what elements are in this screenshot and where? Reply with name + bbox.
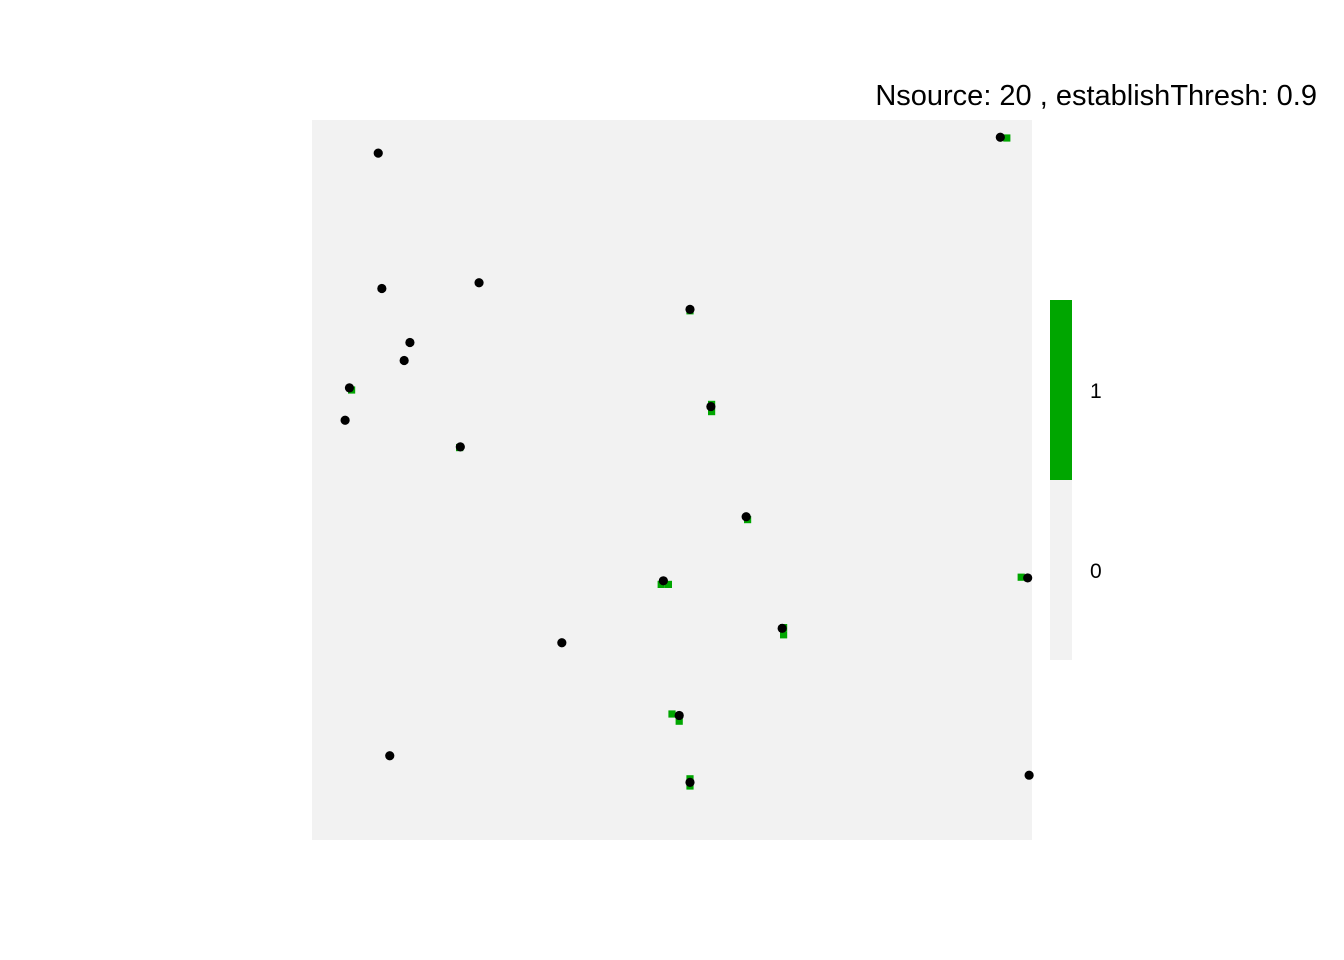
legend-swatch-1 xyxy=(1050,300,1072,480)
established-cell xyxy=(664,580,672,588)
established-cell xyxy=(675,717,683,725)
source-point xyxy=(995,132,1005,142)
chart-title: Nsource: 20 , establishThresh: 0.9 xyxy=(875,80,1317,112)
source-point xyxy=(741,512,751,522)
source-point xyxy=(474,278,484,288)
source-point xyxy=(344,383,355,393)
source-point xyxy=(340,415,350,425)
source-point xyxy=(777,623,787,633)
established-cell xyxy=(780,631,788,639)
raster-panel xyxy=(312,120,1032,840)
source-point xyxy=(377,283,387,294)
source-point xyxy=(658,576,668,586)
legend-swatch-0 xyxy=(1050,480,1072,660)
source-point xyxy=(685,304,695,314)
source-point xyxy=(399,355,409,366)
established-cell xyxy=(1003,134,1011,142)
source-point xyxy=(405,337,415,348)
source-point xyxy=(557,638,567,648)
legend-label-1: 1 xyxy=(1090,380,1102,403)
source-point xyxy=(385,751,395,761)
source-point xyxy=(706,401,716,412)
source-point xyxy=(373,148,383,158)
source-points xyxy=(340,132,1034,788)
source-point xyxy=(455,442,465,452)
legend-label-0: 0 xyxy=(1090,560,1102,583)
source-point xyxy=(1024,770,1034,780)
established-cell xyxy=(708,408,716,416)
established-cell xyxy=(668,710,676,718)
source-point xyxy=(685,777,695,788)
source-point xyxy=(674,710,684,721)
source-point xyxy=(1023,573,1033,583)
established-cell xyxy=(1017,573,1025,581)
legend: 1 0 xyxy=(1050,300,1102,660)
